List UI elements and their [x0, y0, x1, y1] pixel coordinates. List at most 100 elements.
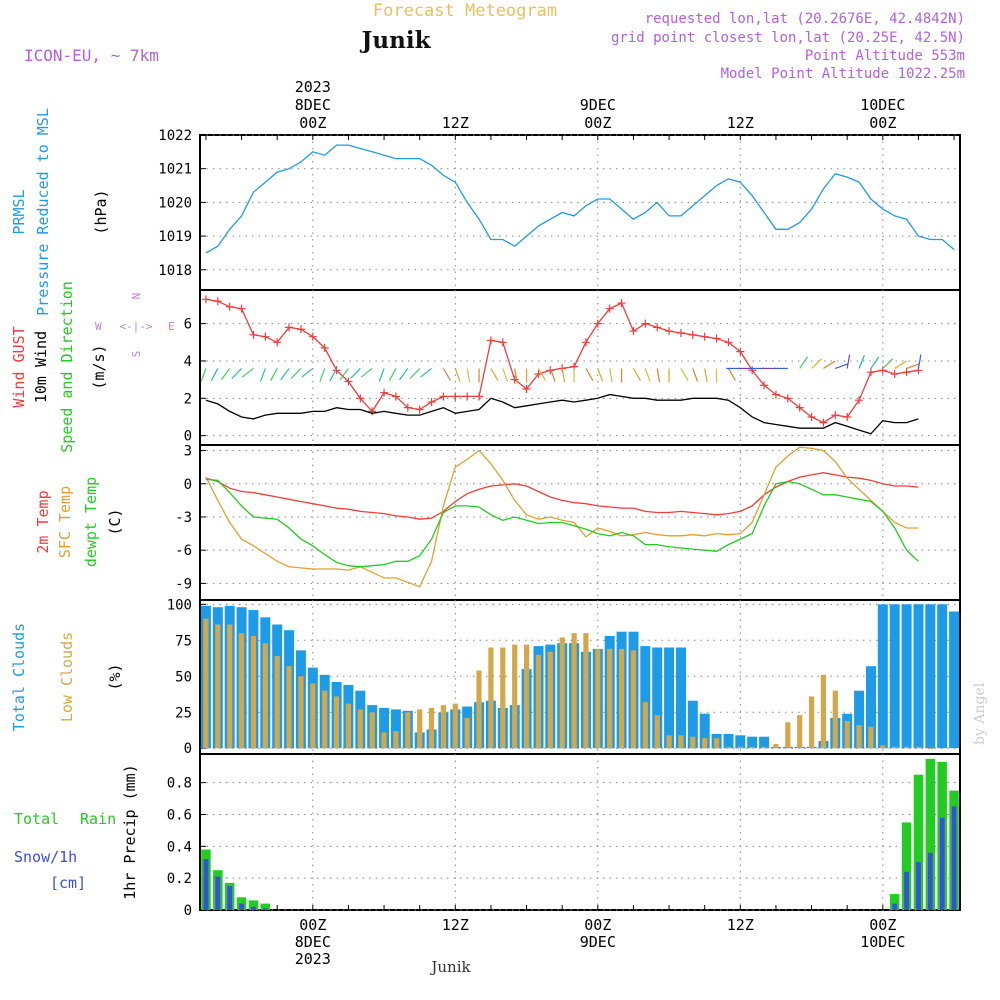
panel-4: 0 25 50 75 100	[167, 597, 961, 757]
wind-direction-arrow	[270, 368, 278, 382]
wind-direction-arrow	[644, 368, 651, 382]
total-cloud-bar	[747, 736, 758, 749]
wind-direction-arrow	[231, 368, 242, 379]
low-cloud-bar	[381, 732, 387, 749]
gust-marker	[748, 366, 757, 375]
low-cloud-bar	[690, 736, 696, 749]
gust-marker	[546, 366, 555, 375]
gust-marker	[522, 384, 531, 393]
bottom-time-label: 9DEC	[580, 933, 616, 951]
total-cloud-bar	[913, 604, 924, 749]
wind-compass: N S W E <-|->	[95, 293, 175, 358]
bottom-time-label: 2023	[295, 950, 331, 968]
wind-direction-arrow	[597, 368, 604, 382]
wind-direction-arrow	[537, 368, 546, 381]
total-cloud-bar	[854, 690, 865, 749]
y-tick-label: 1019	[158, 229, 192, 245]
low-cloud-bar	[904, 746, 910, 749]
precip-legend-rain: Rain	[80, 810, 116, 828]
wind-direction-arrow	[259, 368, 266, 382]
y-tick-label: 1021	[158, 162, 192, 178]
wind-direction-arrow	[502, 368, 509, 382]
gust-marker	[320, 343, 329, 352]
panel-side-label: (%)	[106, 663, 124, 690]
gust-marker	[249, 330, 258, 339]
low-cloud-bar	[322, 690, 328, 749]
y-tick-label: 0.6	[167, 807, 192, 823]
gust-marker	[700, 332, 709, 341]
low-cloud-bar	[571, 633, 577, 749]
y-tick-label: 0.8	[167, 776, 192, 792]
location-title: Junik	[360, 27, 432, 54]
rain-bar	[889, 894, 900, 910]
low-cloud-bar	[500, 647, 506, 749]
wind-direction-arrow	[894, 360, 907, 369]
y-tick-label: -9	[175, 576, 192, 592]
low-cloud-bar	[227, 624, 233, 749]
total-cloud-bar	[759, 736, 770, 749]
gust-marker	[843, 412, 852, 421]
wind-direction-arrow	[242, 367, 254, 378]
wind-direction-arrow	[442, 368, 451, 381]
bottom-time-label: 12Z	[442, 916, 469, 934]
wind-direction-arrow	[378, 368, 385, 382]
gust-marker	[831, 411, 840, 420]
product-title: Forecast Meteogram	[373, 1, 557, 21]
gust-marker	[593, 319, 602, 328]
wind-line	[205, 393, 919, 435]
gust-marker	[665, 327, 674, 336]
low-cloud-bar	[737, 746, 743, 749]
low-cloud-bar	[832, 690, 838, 749]
y-tick-label: 0	[184, 477, 192, 493]
rain-bar	[913, 774, 924, 910]
wind-direction-arrow	[319, 368, 326, 382]
wind-direction-arrow	[290, 368, 302, 379]
y-tick-label: 0	[184, 429, 192, 445]
panel-frame	[199, 444, 961, 601]
wind-direction-arrow	[835, 363, 849, 369]
gust-marker	[819, 418, 828, 427]
gust-marker	[475, 392, 484, 401]
low-cloud-bar	[215, 624, 221, 749]
wind-direction-arrow	[301, 367, 314, 378]
total-cloud-bar	[866, 666, 876, 749]
low-cloud-bar	[630, 650, 636, 749]
low-cloud-bar	[547, 651, 553, 749]
gust-marker	[415, 405, 424, 414]
snow-bar	[203, 859, 209, 910]
footer-location: Junik	[429, 958, 471, 976]
low-cloud-bar	[607, 648, 613, 749]
wind-direction-arrow	[680, 368, 689, 381]
gust-marker	[486, 336, 495, 345]
low-cloud-bar	[761, 746, 767, 749]
wind-direction-arrow	[870, 356, 880, 369]
low-cloud-bar	[785, 722, 791, 749]
low-cloud-bar	[619, 648, 625, 749]
snow-bar	[262, 908, 268, 910]
y-tick-label: 25	[175, 705, 192, 721]
compass-north: N	[130, 293, 143, 300]
gust-marker	[855, 396, 864, 405]
top-time-label: 00Z	[299, 114, 326, 132]
wind-direction-arrow	[846, 354, 851, 369]
snow-bar	[239, 903, 244, 910]
snow-bar	[251, 906, 256, 910]
low-cloud-bar	[725, 746, 731, 749]
top-time-label: 12Z	[727, 114, 754, 132]
sfc-temp-line	[205, 446, 919, 588]
low-cloud-bar	[583, 633, 589, 749]
gust-marker	[439, 392, 448, 401]
top-time-label: 12Z	[442, 114, 469, 132]
compass-west: W	[95, 320, 102, 333]
top-time-label: 10DEC	[860, 96, 905, 114]
low-cloud-bar	[250, 636, 256, 749]
low-cloud-bar	[464, 718, 470, 749]
gust-marker	[356, 394, 365, 403]
low-cloud-bar	[654, 715, 660, 749]
y-tick-label: 4	[184, 354, 192, 370]
low-cloud-bar	[369, 712, 375, 749]
wind-direction-arrow	[399, 368, 409, 381]
panel-side-label: Total Clouds	[10, 623, 28, 731]
